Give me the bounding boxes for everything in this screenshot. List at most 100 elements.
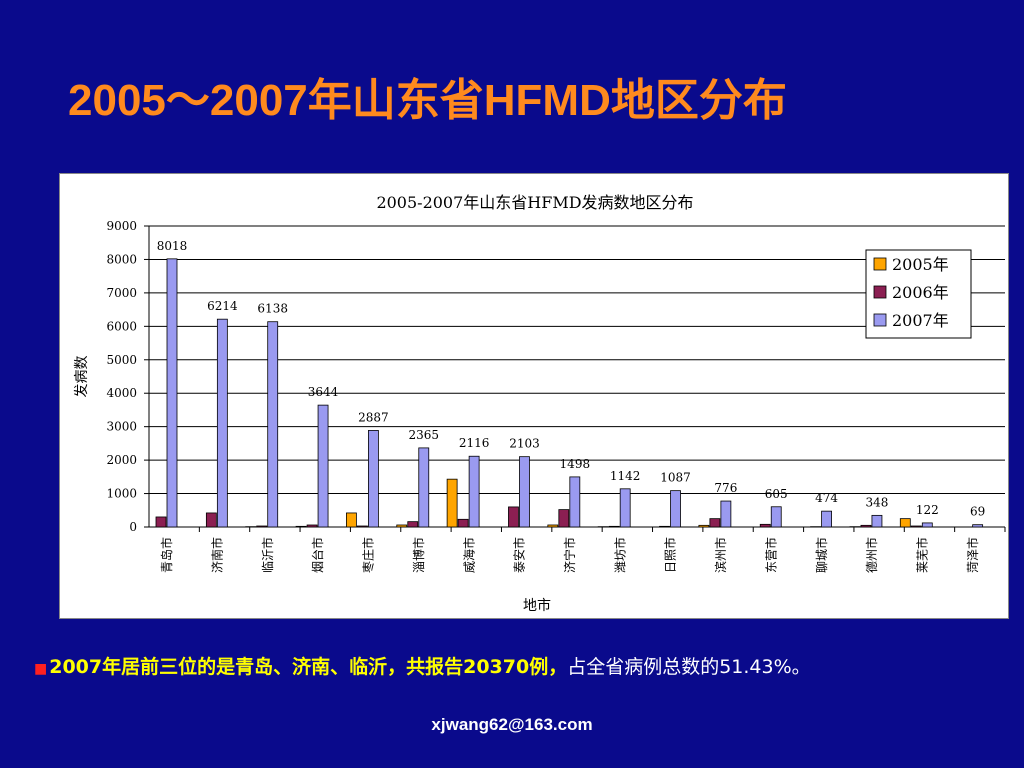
bar-2005 (396, 524, 408, 528)
bar-2007 (166, 258, 178, 528)
bar-2006 (155, 516, 167, 528)
bar-2006 (759, 523, 771, 528)
x-tick-label: 济南市 (210, 537, 225, 573)
bar-2007 (368, 430, 379, 528)
data-label: 1142 (610, 469, 641, 483)
x-tick-label: 日照市 (663, 537, 678, 573)
legend-label: 2007年 (892, 311, 949, 330)
data-label: 348 (865, 495, 888, 509)
y-tick-label: 6000 (106, 319, 137, 333)
x-tick-label: 潍坊市 (612, 537, 627, 573)
bar-2006 (357, 525, 368, 528)
legend-label: 2005年 (892, 255, 949, 274)
bar-2006 (508, 506, 519, 528)
x-tick-label: 莱芜市 (914, 537, 929, 573)
data-label: 2887 (358, 410, 389, 424)
bar-2007 (670, 490, 681, 528)
summary-note: ■ 2007年居前三位的是青岛、济南、临沂，共报告20370例，占全省病例总数的5… (34, 652, 811, 679)
data-label: 605 (765, 487, 788, 501)
bar-2006 (910, 525, 922, 528)
y-tick-label: 7000 (106, 286, 137, 300)
bar-2006 (205, 512, 217, 528)
data-label: 2365 (408, 428, 439, 442)
bar-2006 (709, 518, 721, 528)
chart-title: 2005-2007年山东省HFMD发病数地区分布 (376, 193, 693, 212)
y-tick-label: 0 (129, 520, 137, 534)
data-label: 8018 (157, 239, 188, 253)
bullet-icon: ■ (34, 661, 48, 677)
bar-2007 (569, 476, 581, 528)
y-axis-label: 发病数 (74, 356, 90, 398)
data-label: 474 (815, 491, 838, 505)
bar-2007 (468, 455, 480, 528)
bar-2006 (608, 525, 620, 528)
bar-2007 (720, 500, 732, 528)
x-tick-label: 烟台市 (310, 537, 325, 573)
slide-title: 2005～2007年山东省HFMD地区分布 (68, 76, 787, 125)
legend-swatch (873, 285, 887, 299)
x-tick-label: 泰安市 (512, 537, 527, 573)
x-tick-label: 滨州市 (713, 537, 728, 573)
legend-swatch (873, 257, 887, 271)
chart-frame: 2005-2007年山东省HFMD发病数地区分布 0 1000 2000 3000 400… (59, 173, 1009, 619)
bar-2006 (256, 525, 268, 528)
bar-2005 (899, 518, 911, 528)
x-tick-label: 威海市 (461, 537, 476, 573)
y-tick-label: 9000 (106, 219, 137, 233)
note-rest: 占全省病例总数的51.43%。 (567, 656, 811, 678)
bar-2007 (972, 524, 984, 528)
bar-2007 (770, 506, 782, 528)
bar-2007 (267, 321, 279, 528)
y-tick-label: 1000 (106, 487, 137, 501)
x-tick-label: 德州市 (864, 537, 879, 573)
x-tick-label: 临沂市 (260, 537, 275, 573)
data-label: 2103 (509, 437, 540, 451)
data-label: 6214 (207, 299, 238, 313)
x-tick-label: 枣庄市 (361, 537, 376, 573)
bar-2005 (547, 524, 559, 528)
bar-2005 (698, 524, 710, 528)
x-tick-label: 聊城市 (814, 537, 829, 573)
bar-chart: 2005-2007年山东省HFMD发病数地区分布 0 1000 2000 3000 400… (74, 193, 1006, 614)
data-label: 2116 (459, 436, 490, 450)
data-label: 69 (970, 505, 985, 519)
x-tick-label: 淄博市 (411, 537, 426, 573)
bar-2007 (418, 447, 430, 528)
data-label: 122 (916, 503, 939, 517)
y-tick-label: 5000 (106, 353, 137, 367)
data-label: 776 (714, 481, 737, 495)
x-tick-label: 菏泽市 (965, 537, 980, 573)
bar-2005 (295, 525, 307, 528)
y-tick-label: 4000 (106, 386, 137, 400)
bar-2007 (921, 522, 933, 528)
y-tick-label: 3000 (106, 420, 137, 434)
y-tick-label: 2000 (106, 453, 137, 467)
data-label: 6138 (257, 302, 288, 316)
legend-label: 2006年 (892, 283, 949, 302)
bar-2007 (821, 510, 832, 528)
data-label: 1498 (560, 457, 591, 471)
data-label: 1087 (660, 471, 691, 485)
x-axis-label: 地市 (523, 597, 551, 614)
bar-2005 (346, 512, 357, 528)
x-tick-label: 青岛市 (159, 537, 174, 573)
bar-2006 (306, 524, 318, 528)
y-tick-label: 8000 (106, 252, 137, 266)
bar-2006 (860, 524, 872, 528)
bar-2007 (519, 456, 530, 528)
note-highlight: 2007年居前三位的是青岛、济南、临沂，共报告20370例， (49, 656, 568, 678)
data-label: 3644 (308, 385, 339, 399)
bar-2006 (558, 509, 570, 528)
legend-swatch (873, 313, 887, 327)
bar-2006 (659, 525, 670, 528)
bar-2005 (446, 478, 458, 528)
bar-2007 (317, 404, 329, 528)
bar-2007 (216, 318, 228, 528)
footer-email: xjwang62@163.com (431, 715, 593, 734)
bar-2006 (457, 518, 469, 528)
bar-2006 (407, 521, 419, 528)
bar-2007 (871, 514, 883, 528)
bar-2007 (619, 488, 631, 528)
x-tick-label: 东营市 (763, 537, 778, 573)
x-tick-label: 济宁市 (562, 537, 577, 573)
